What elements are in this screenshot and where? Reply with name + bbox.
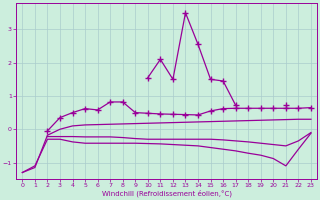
X-axis label: Windchill (Refroidissement éolien,°C): Windchill (Refroidissement éolien,°C) [102, 190, 232, 197]
